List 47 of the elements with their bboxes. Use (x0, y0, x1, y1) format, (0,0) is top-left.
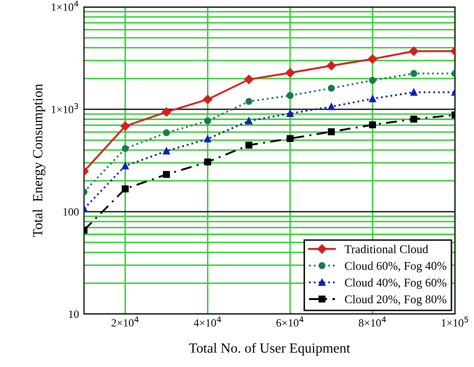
point (204, 135, 212, 142)
point (369, 76, 376, 84)
point (162, 107, 172, 117)
point (410, 116, 418, 123)
point (410, 70, 418, 77)
point (326, 61, 336, 70)
point (122, 145, 129, 152)
point (286, 110, 294, 117)
point (244, 74, 254, 84)
y-tick-label: 1×10$^{4}$ (52, 0, 78, 11)
point (409, 46, 418, 56)
y-axis-title: Total Energy Consumption (32, 84, 46, 237)
legend-label: Traditional Cloud (344, 244, 428, 254)
y-tick-label: 10 (69, 310, 79, 318)
x-tick-label: 1×10$^{5}$ (442, 316, 468, 327)
point (162, 170, 170, 178)
x-tick-label: 2×10$^{4}$ (112, 316, 139, 327)
legend-label: Cloud 60%, Fog 40% (344, 262, 446, 272)
point (368, 54, 378, 64)
point (328, 84, 335, 92)
point (245, 98, 252, 105)
point (245, 117, 252, 124)
point (120, 122, 130, 131)
point (162, 148, 170, 155)
y-tick-label: 1×10$^{3}$ (52, 103, 78, 114)
legend-label: Cloud 40%, Fog 60% (344, 278, 446, 290)
point (328, 103, 335, 110)
point (204, 117, 212, 124)
point (203, 94, 212, 104)
point (369, 121, 376, 128)
point (162, 129, 170, 136)
point (122, 185, 129, 192)
x-tick-label: 8×10$^{4}$ (358, 316, 386, 327)
x-tick-label: 6×10$^{4}$ (276, 316, 304, 327)
legend-label: Cloud 20%, Fog 80% (344, 294, 446, 306)
point (245, 142, 252, 149)
point (410, 88, 418, 96)
point (285, 68, 295, 78)
point (369, 95, 376, 102)
point (328, 128, 335, 136)
x-tick-label: 4×10$^{4}$ (194, 316, 222, 327)
point (204, 158, 212, 166)
point (286, 92, 294, 99)
point (122, 162, 129, 170)
y-tick-label: 100 (63, 208, 79, 216)
x-axis-title: Total No. of User Equipment (189, 342, 350, 356)
point (286, 135, 294, 142)
